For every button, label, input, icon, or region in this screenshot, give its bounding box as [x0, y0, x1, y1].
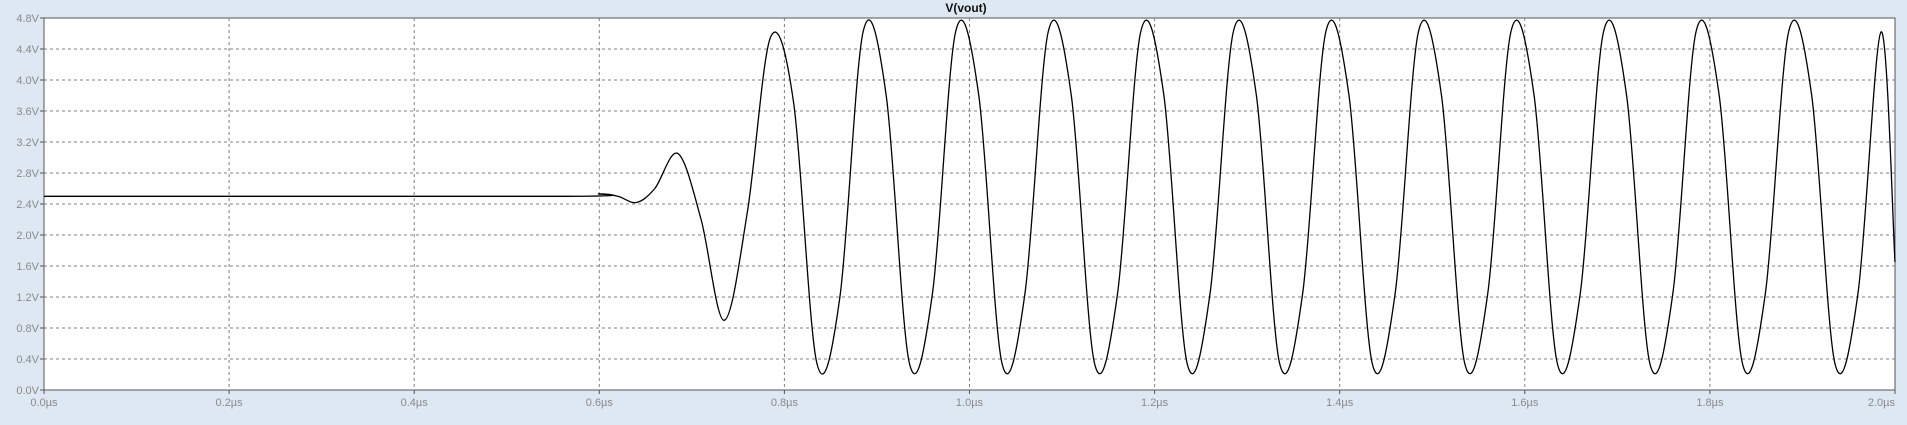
- y-tick-label: 1.2V: [16, 292, 39, 304]
- y-tick-label: 2.8V: [16, 168, 39, 180]
- chart-title: V(vout): [945, 1, 986, 15]
- x-tick-label: 1.8µs: [1696, 397, 1724, 409]
- trace-group: [44, 19, 1896, 375]
- trace-vout[interactable]: [44, 19, 1896, 375]
- y-tick-label: 1.6V: [16, 261, 39, 273]
- y-tick-label: 0.8V: [16, 323, 39, 335]
- x-axis-tick-labels: 0.0µs 0.2µs 0.4µs 0.6µs 0.8µs 1.0µs 1.2µs 1.4µs…: [30, 390, 1896, 409]
- x-tick-label: 1.4µs: [1326, 397, 1354, 409]
- y-tick-label: 4.8V: [16, 13, 39, 25]
- grid: [44, 18, 1895, 390]
- y-tick-label: 0.4V: [16, 354, 39, 366]
- y-tick-label: 4.4V: [16, 44, 39, 56]
- y-tick-label: 0.0V: [16, 385, 39, 397]
- x-tick-label: 0.8µs: [771, 397, 799, 409]
- x-tick-label: 1.6µs: [1511, 397, 1539, 409]
- y-tick-label: 3.6V: [16, 106, 39, 118]
- x-tick-label: 1.2µs: [1141, 397, 1169, 409]
- x-tick-label: 0.2µs: [216, 397, 244, 409]
- x-tick-label: 0.0µs: [30, 397, 58, 409]
- y-tick-label: 2.0V: [16, 230, 39, 242]
- y-axis-tick-labels: 0.0V 0.4V 0.8V 1.2V 1.6V 2.0V 2.4V 2.8V 3.2V 3.6V…: [16, 13, 44, 397]
- x-tick-label: 0.6µs: [586, 397, 614, 409]
- x-tick-label: 1.0µs: [956, 397, 984, 409]
- y-tick-label: 2.4V: [16, 199, 39, 211]
- y-tick-label: 3.2V: [16, 137, 39, 149]
- x-tick-label: 0.4µs: [401, 397, 429, 409]
- x-tick-label: 2.0µs: [1868, 397, 1896, 409]
- y-tick-label: 4.0V: [16, 75, 39, 87]
